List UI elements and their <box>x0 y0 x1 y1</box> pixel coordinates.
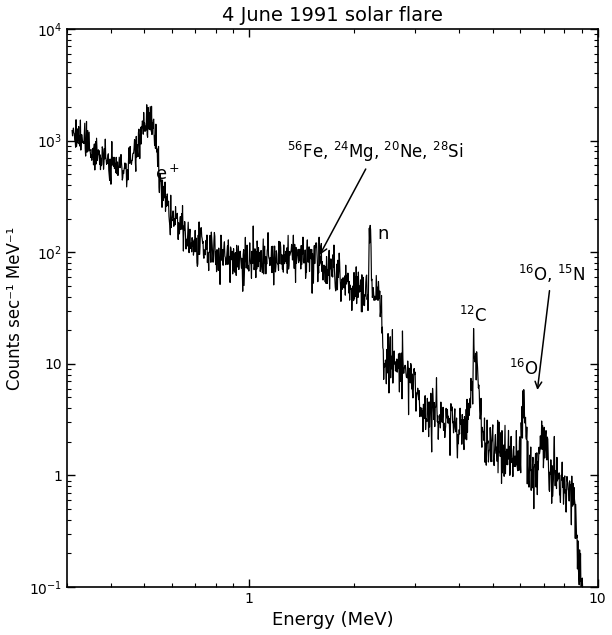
Text: $^{12}$C: $^{12}$C <box>459 305 487 326</box>
Text: e$^+$: e$^+$ <box>155 164 180 184</box>
Text: $^{56}$Fe, $^{24}$Mg, $^{20}$Ne, $^{28}$Si: $^{56}$Fe, $^{24}$Mg, $^{20}$Ne, $^{28}$… <box>286 140 463 253</box>
Text: $^{16}$O, $^{15}$N: $^{16}$O, $^{15}$N <box>518 263 585 388</box>
Text: $^{16}$O: $^{16}$O <box>509 359 538 379</box>
Title: 4 June 1991 solar flare: 4 June 1991 solar flare <box>222 6 443 25</box>
Y-axis label: Counts sec⁻¹ MeV⁻¹: Counts sec⁻¹ MeV⁻¹ <box>6 226 23 390</box>
X-axis label: Energy (MeV): Energy (MeV) <box>272 612 393 629</box>
Text: n: n <box>377 225 389 243</box>
